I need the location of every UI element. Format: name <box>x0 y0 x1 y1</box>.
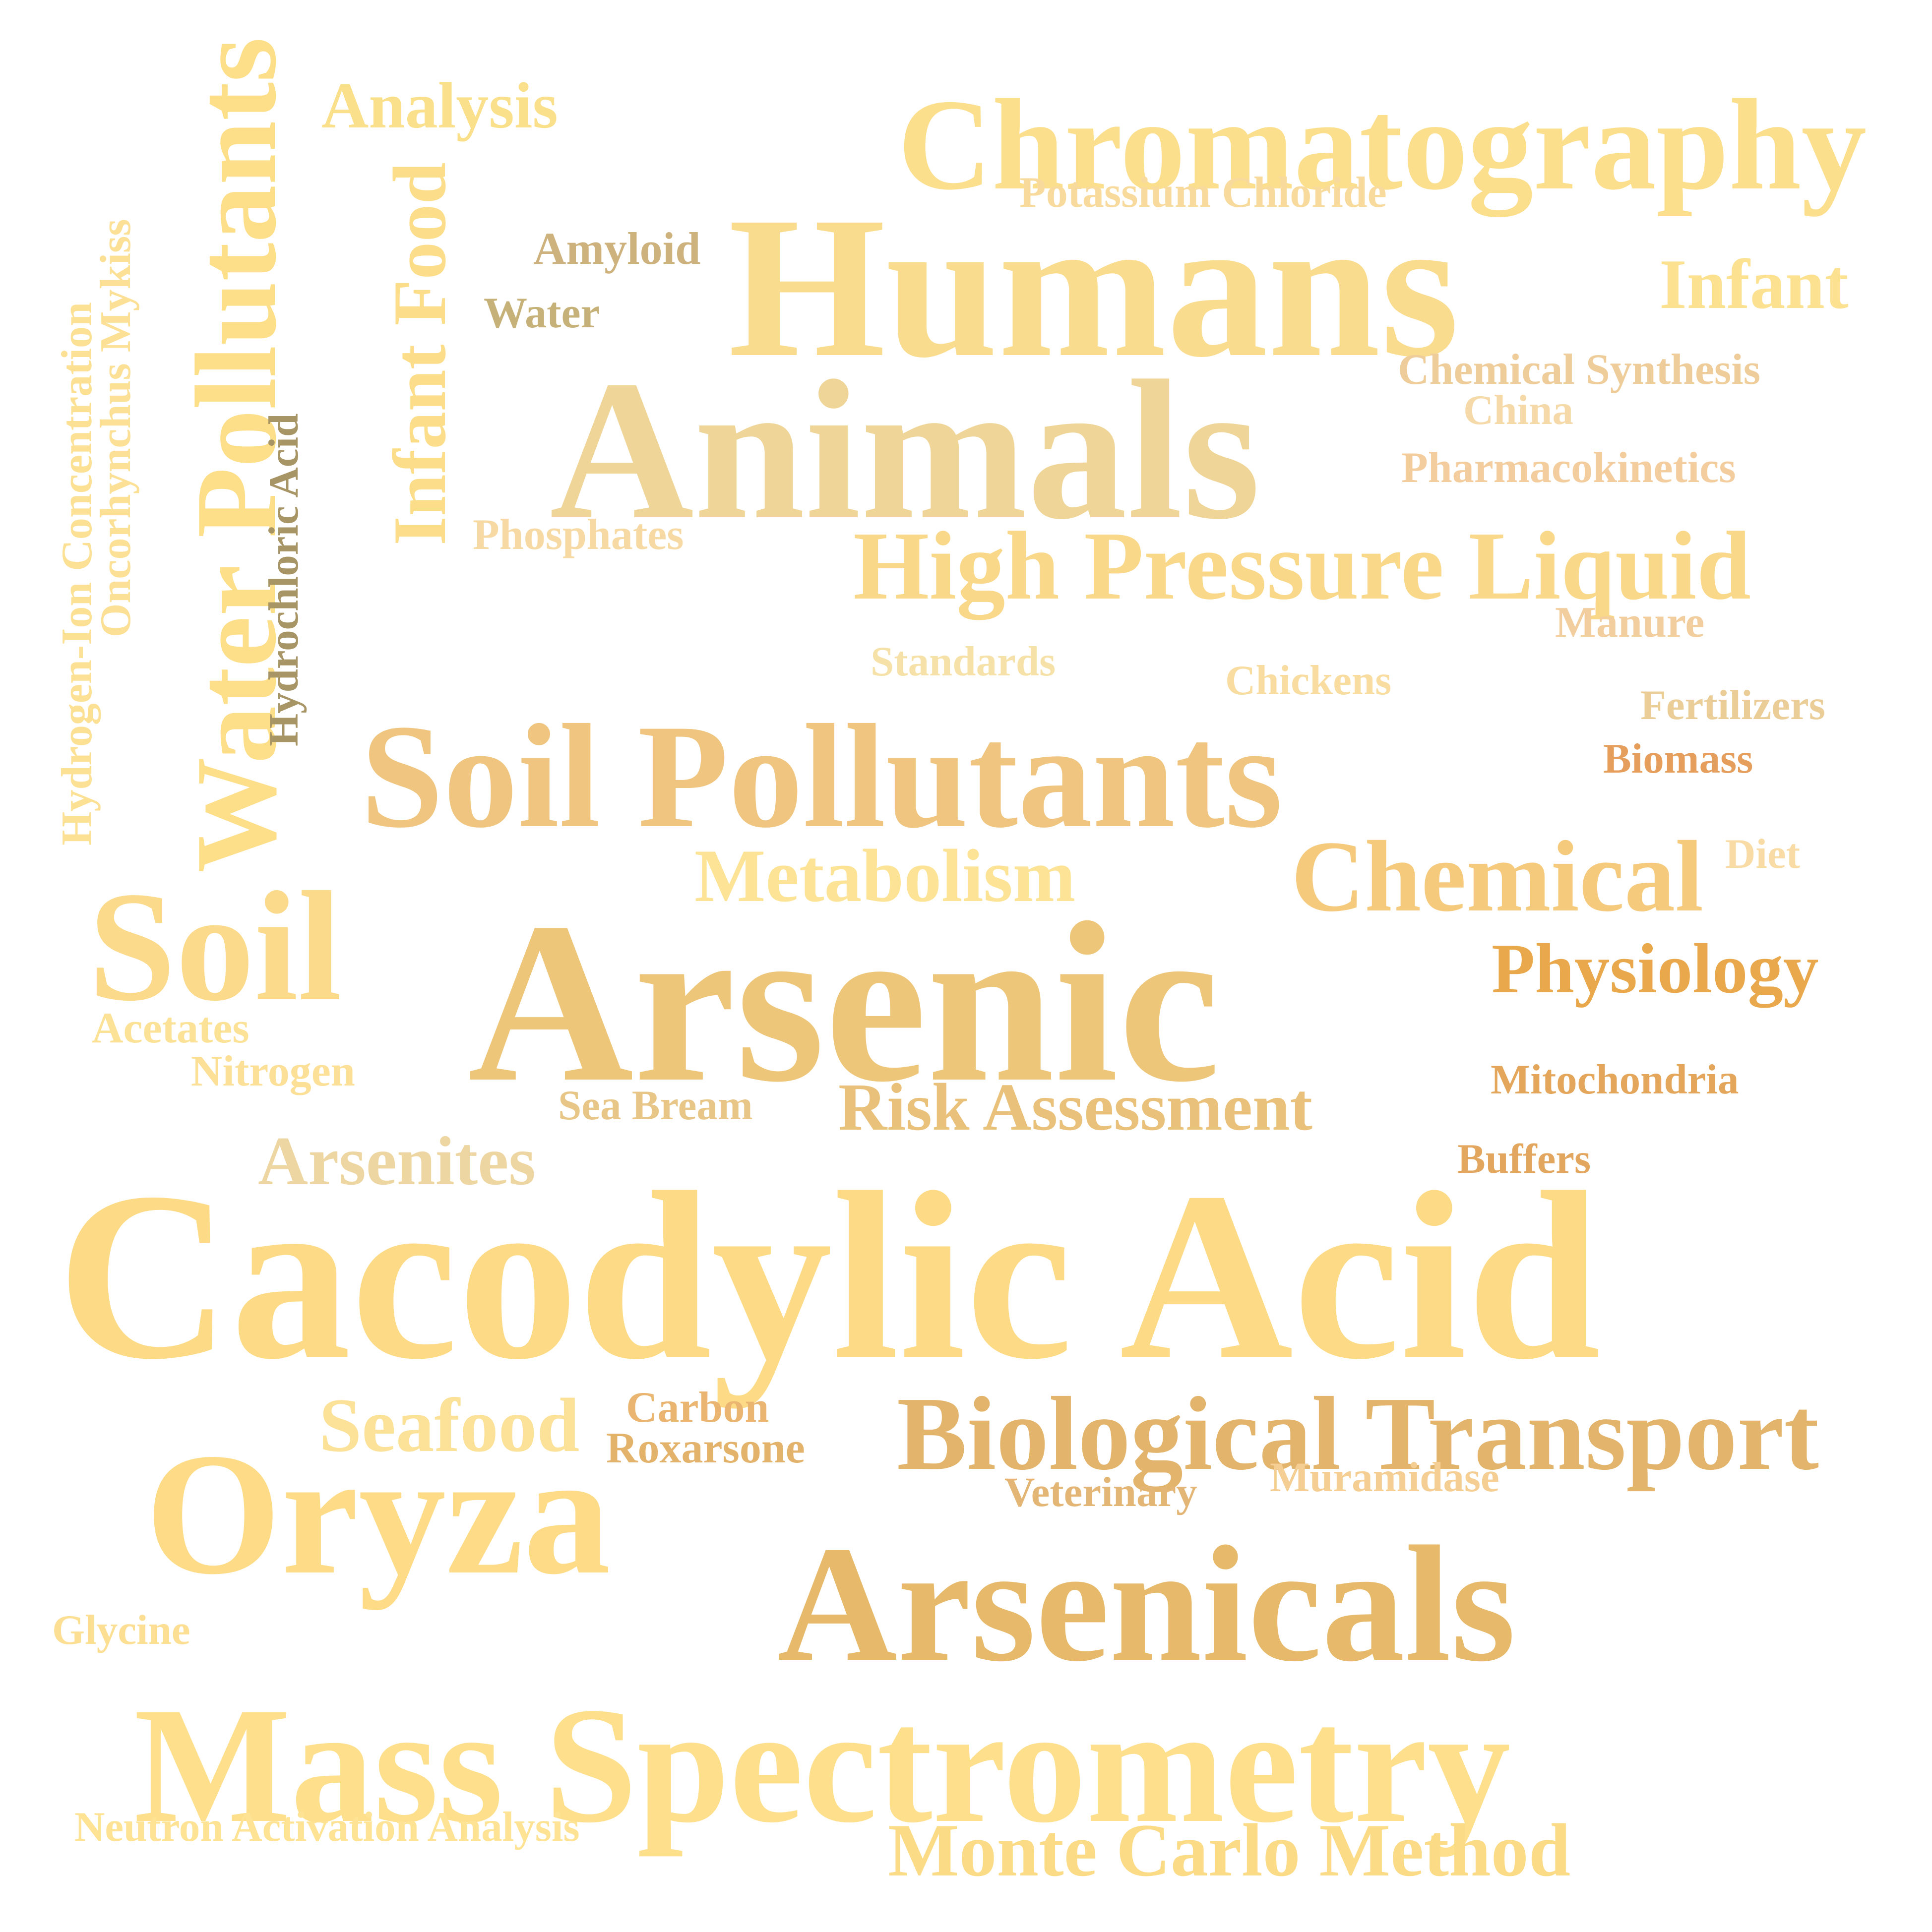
word-physiology: Physiology <box>1492 929 1819 1008</box>
word-chemical: Chemical <box>1291 820 1704 933</box>
word-humans: Humans <box>728 175 1459 399</box>
word-monte-carlo-method: Monte Carlo Method <box>888 1809 1571 1892</box>
word-carbon: Carbon <box>626 1384 769 1432</box>
word-high-pressure-liquid: High Pressure Liquid <box>853 511 1751 620</box>
word-risk-assessment: Risk Assessment <box>838 1070 1312 1145</box>
word-manure: Manure <box>1555 599 1705 647</box>
word-infant: Infant <box>1659 245 1849 323</box>
word-amyloid: Amyloid <box>533 223 701 274</box>
word-biomass: Biomass <box>1603 735 1753 782</box>
word-chemical-synthesis: Chemical Synthesis <box>1398 346 1760 394</box>
word-soil: Soil <box>88 859 342 1033</box>
word-analysis: Analysis <box>321 69 558 142</box>
word-chickens: Chickens <box>1225 657 1392 704</box>
word-biological-transport: Biological Transport <box>897 1375 1819 1492</box>
word-acetates: Acetates <box>92 1004 249 1052</box>
word-sea-bream: Sea Bream <box>558 1082 753 1129</box>
word-hydrochloric-acid: Hydrochloric Acid <box>260 413 307 746</box>
word-buffers: Buffers <box>1457 1136 1591 1182</box>
word-oncorhynchus-mykiss: Oncorhynchus Mykiss <box>92 219 140 637</box>
word-mass-spectrometry: Mass Spectrometry <box>134 1673 1511 1857</box>
word-veterinary: Veterinary <box>1004 1469 1197 1515</box>
word-diet: Diet <box>1725 831 1801 877</box>
word-glycine: Glycine <box>52 1607 190 1653</box>
word-soil-pollutants: Soil Pollutants <box>361 694 1283 858</box>
word-neutron-activation-analysis: Neutron Activation Analysis <box>74 1804 580 1850</box>
word-arsenites: Arsenites <box>258 1123 536 1200</box>
word-chromatography: Chromatography <box>898 72 1867 217</box>
word-muramidase: Muramidase <box>1270 1454 1499 1501</box>
word-fertilizers: Fertilizers <box>1640 682 1825 728</box>
word-phosphates: Phosphates <box>473 511 684 559</box>
word-arsenicals: Arsenicals <box>777 1512 1516 1696</box>
word-seafood: Seafood <box>319 1383 580 1468</box>
word-infant-food: Infant Food <box>378 162 461 545</box>
word-nitrogen: Nitrogen <box>191 1047 355 1095</box>
word-arsenic: Arsenic <box>468 875 1221 1130</box>
word-cacodylic-acid: Cacodylic Acid <box>57 1143 1601 1409</box>
word-pharmacokinetics: Pharmacokinetics <box>1401 444 1736 492</box>
word-china: China <box>1463 387 1574 433</box>
word-mitochondria: Mitochondria <box>1491 1056 1739 1103</box>
word-potassium-chloride: Potassium Chloride <box>1019 169 1387 217</box>
word-water: Water <box>484 289 600 337</box>
word-animals: Animals <box>550 340 1261 561</box>
word-oryza: Oryza <box>145 1417 611 1611</box>
word-metabolism: Metabolism <box>694 834 1076 917</box>
word-roxarsone: Roxarsone <box>606 1424 805 1472</box>
word-standards: Standards <box>871 638 1056 685</box>
